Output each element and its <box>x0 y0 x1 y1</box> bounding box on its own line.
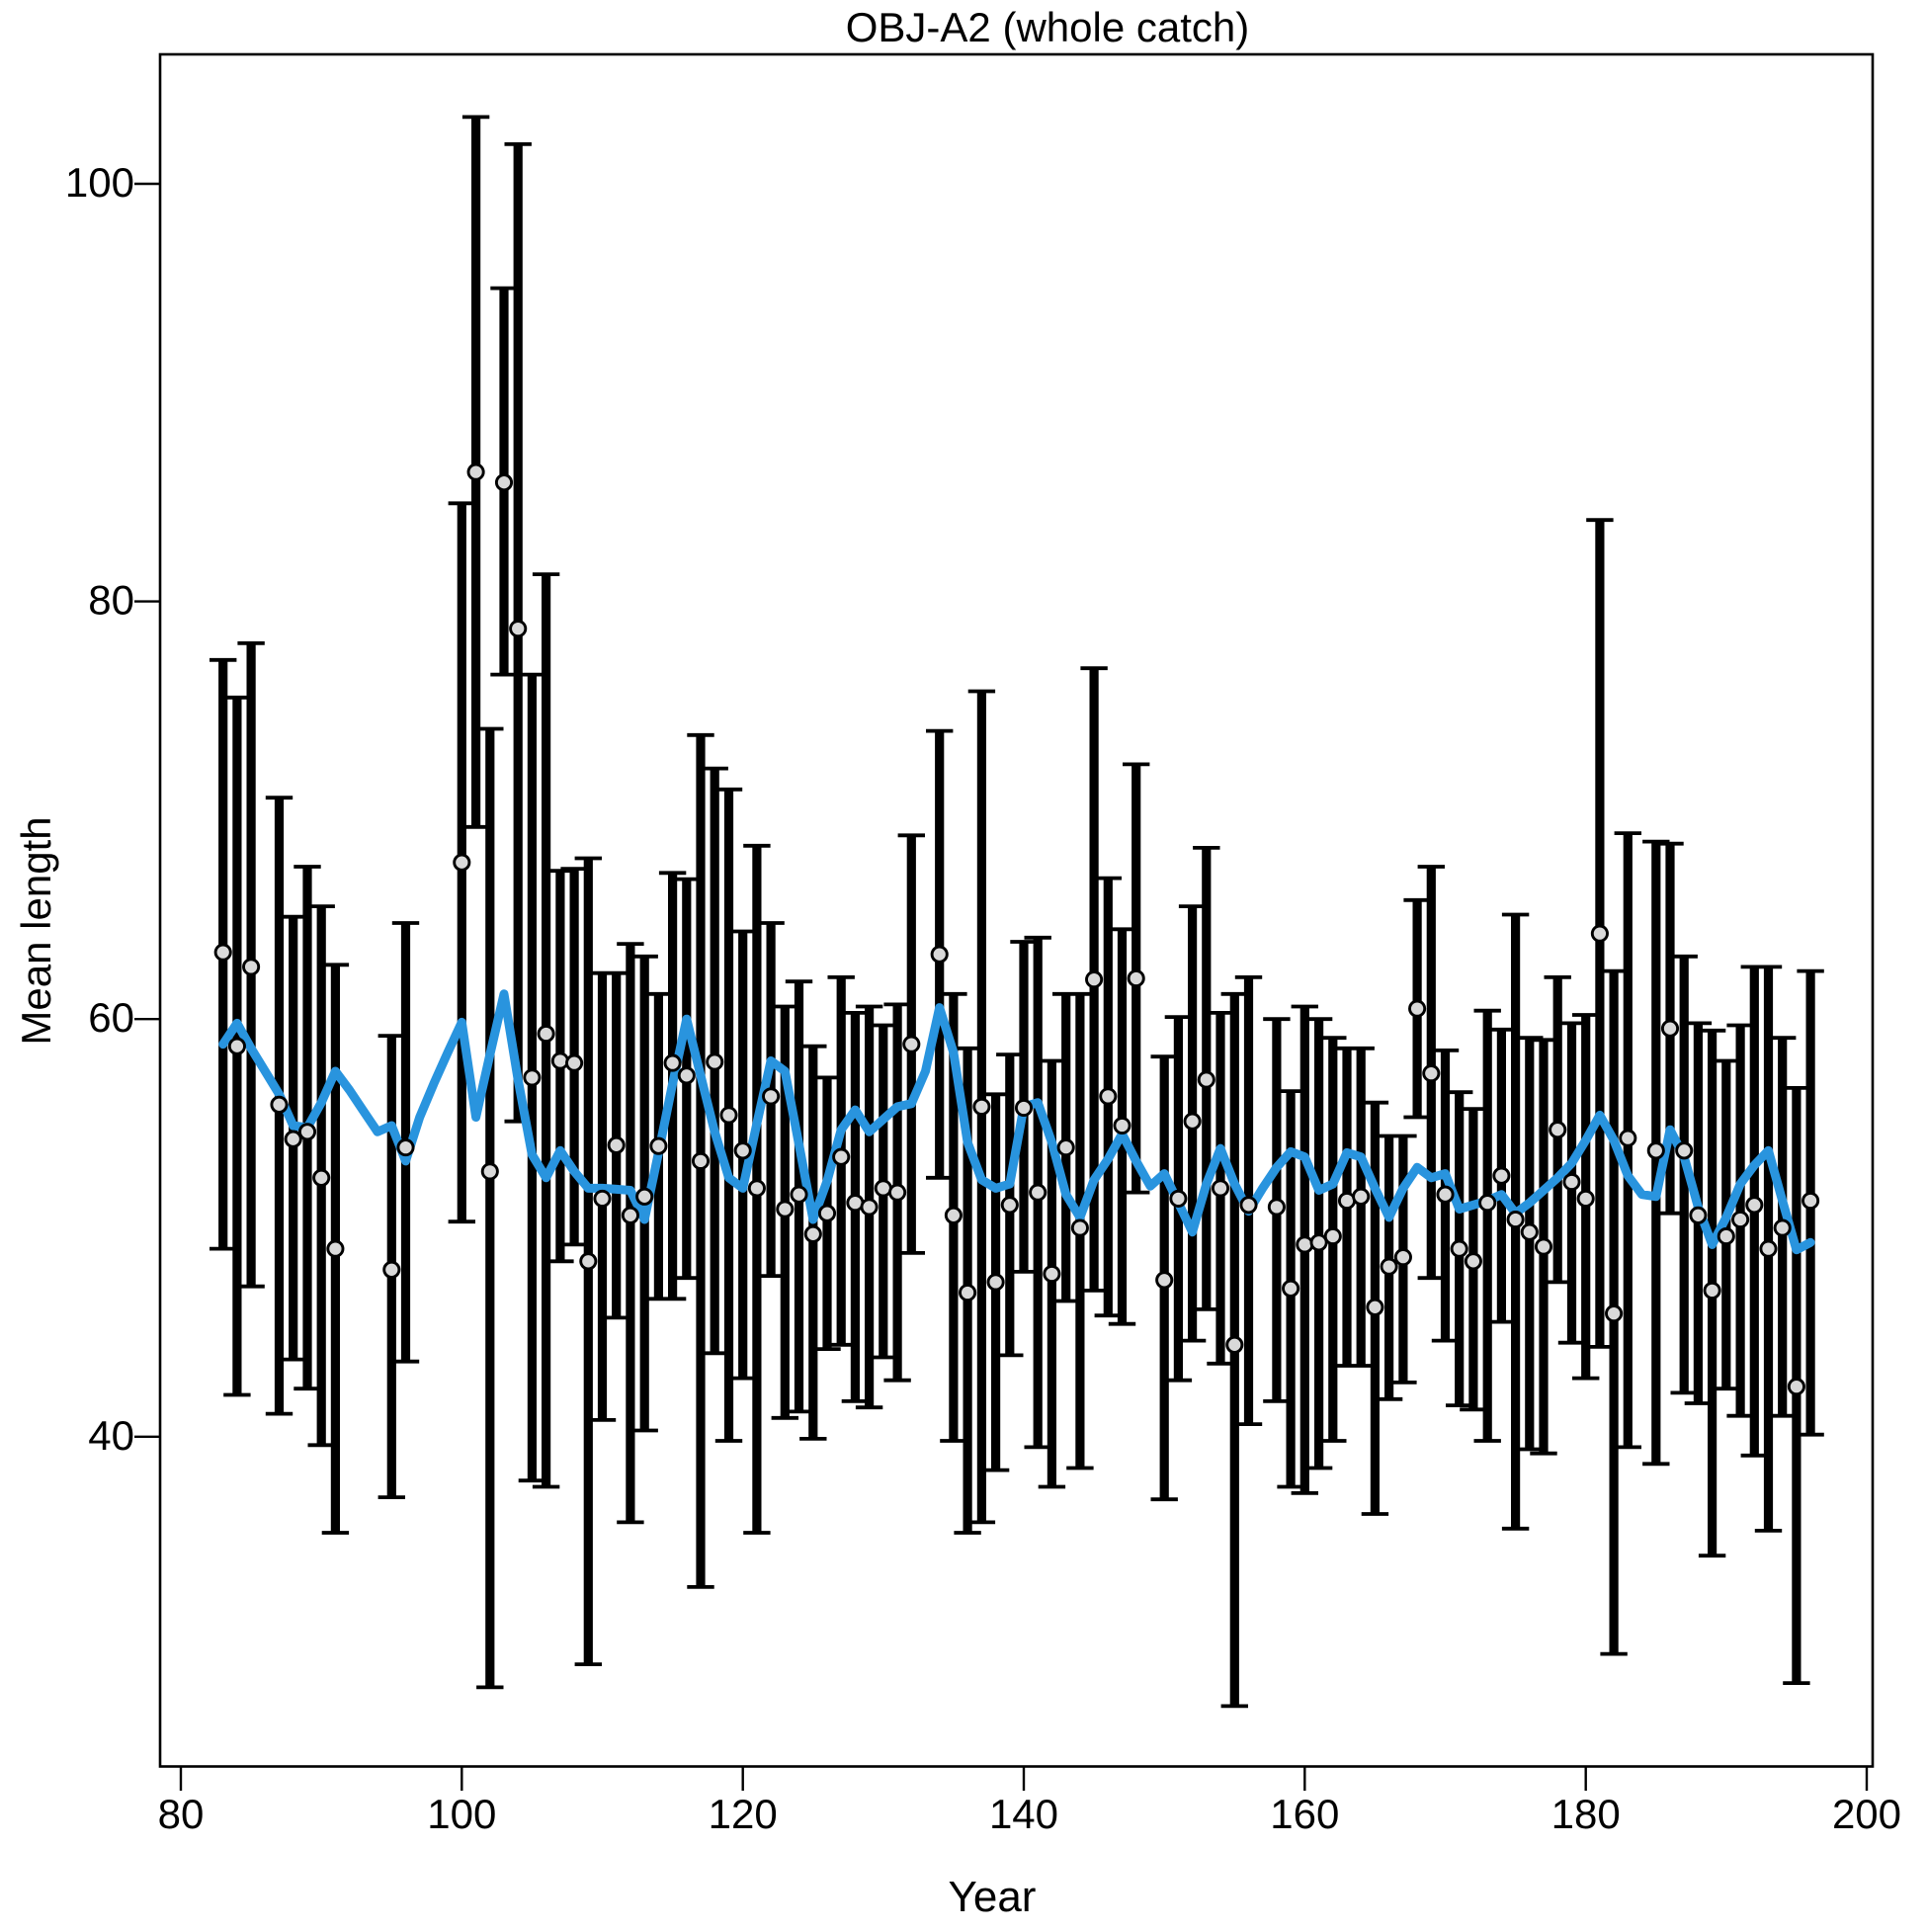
svg-text:180: 180 <box>1551 1791 1621 1837</box>
svg-text:Mean length: Mean length <box>13 816 59 1045</box>
svg-text:140: 140 <box>989 1791 1058 1837</box>
svg-text:80: 80 <box>158 1791 205 1837</box>
svg-text:60: 60 <box>88 994 134 1041</box>
svg-text:Year: Year <box>949 1873 1037 1921</box>
svg-text:160: 160 <box>1270 1791 1339 1837</box>
svg-text:100: 100 <box>427 1791 496 1837</box>
svg-text:200: 200 <box>1832 1791 1901 1837</box>
svg-text:100: 100 <box>65 159 134 206</box>
svg-text:120: 120 <box>709 1791 778 1837</box>
svg-text:OBJ-A2 (whole catch): OBJ-A2 (whole catch) <box>846 4 1249 50</box>
svg-text:40: 40 <box>88 1412 134 1459</box>
svg-text:80: 80 <box>88 577 134 624</box>
